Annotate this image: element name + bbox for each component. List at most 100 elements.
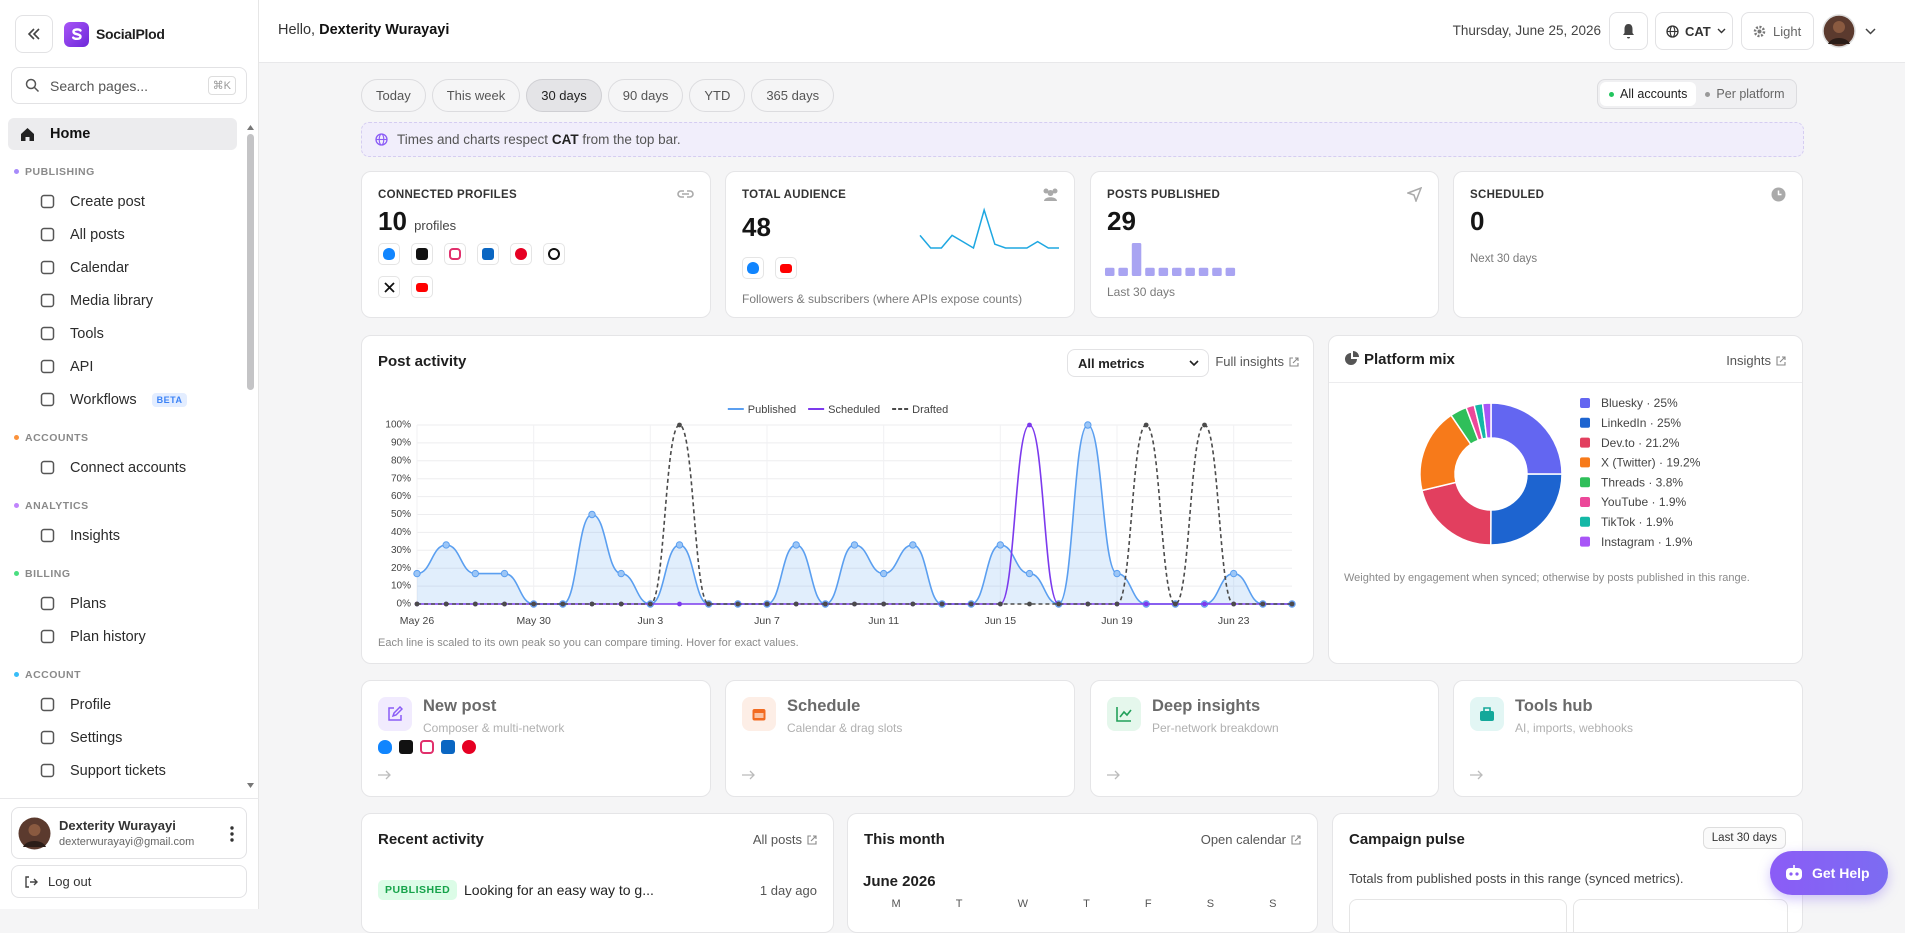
- weekday: M: [891, 898, 901, 910]
- scope-dot: [1609, 91, 1614, 97]
- divider: [1329, 382, 1802, 383]
- current-date: Thursday, June 25, 2026: [1452, 23, 1601, 38]
- logout-label: Log out: [48, 874, 92, 889]
- activity-time: 1 day ago: [759, 883, 817, 898]
- stat-note: Followers & subscribers (where APIs expo…: [742, 292, 1023, 306]
- nav-item[interactable]: Tools: [8, 317, 237, 350]
- nav-item[interactable]: Plan history: [8, 620, 237, 653]
- arrow-icon: [1107, 770, 1120, 780]
- full-insights-link[interactable]: Full insights: [1215, 354, 1299, 369]
- clock-icon: [1771, 187, 1786, 202]
- stat-card: POSTS PUBLISHED 29 Last 30 days: [1090, 171, 1439, 318]
- get-help-label: Get Help: [1812, 865, 1870, 881]
- user-menu[interactable]: [230, 826, 234, 842]
- scope-option[interactable]: Per platform: [1696, 82, 1793, 106]
- search-box[interactable]: Search pages... ⌘K: [11, 67, 247, 104]
- action-icon: [378, 697, 412, 731]
- weekday: S: [1206, 898, 1215, 910]
- activity-text[interactable]: Looking for an easy way to g...: [464, 882, 654, 898]
- link-label: Open calendar: [1200, 832, 1286, 847]
- platform-icon: [543, 243, 565, 265]
- action-card[interactable]: New post Composer & multi-network: [361, 680, 711, 797]
- chevron: [1717, 28, 1726, 34]
- search-placeholder: Search pages...: [50, 77, 149, 94]
- action-card[interactable]: Schedule Calendar & drag slots: [725, 680, 1075, 797]
- get-help-button[interactable]: Get Help: [1770, 851, 1888, 895]
- platform-icon: [399, 740, 413, 754]
- card-title: Post activity: [378, 353, 467, 370]
- action-title: Tools hub: [1515, 697, 1593, 715]
- user-email: dexterwurayayi@gmail.com: [59, 836, 195, 848]
- nav-icon: [40, 697, 55, 712]
- nav-item[interactable]: Insights: [8, 519, 237, 552]
- range-pill[interactable]: 365 days: [751, 79, 835, 112]
- chart-note: Each line is scaled to its own peak so y…: [378, 637, 799, 649]
- arrow-icon: [378, 770, 391, 780]
- action-card[interactable]: Tools hub AI, imports, webhooks: [1453, 680, 1803, 797]
- nav-item[interactable]: Create post: [8, 185, 237, 218]
- insights-link[interactable]: Insights: [1726, 353, 1786, 368]
- metric-select[interactable]: All metrics: [1067, 349, 1209, 377]
- stat-note: Next 30 days: [1470, 253, 1538, 265]
- nav-item[interactable]: Settings: [8, 721, 237, 754]
- action-subtitle: AI, imports, webhooks: [1515, 721, 1634, 735]
- nav-label: Workflows: [70, 391, 137, 408]
- platform-icon: [378, 740, 392, 754]
- nav-icon: [40, 596, 55, 611]
- link-icon: [677, 190, 694, 198]
- nav-item[interactable]: Home: [8, 118, 237, 150]
- scope-label: Per platform: [1716, 87, 1785, 101]
- edit-icon: [388, 706, 403, 721]
- arrow-icon: [1470, 770, 1483, 780]
- notice-icon: [375, 133, 388, 146]
- globe-icon: [1666, 24, 1679, 38]
- avatar-chevron[interactable]: [1865, 28, 1876, 35]
- nav-item[interactable]: Media library: [8, 284, 237, 317]
- nav-item[interactable]: Workflows BETA: [8, 383, 237, 416]
- nav-item[interactable]: Connect accounts: [8, 451, 237, 484]
- range-pill: Last 30 days: [1702, 827, 1786, 849]
- nav-section: BILLING: [8, 552, 237, 587]
- range-pill[interactable]: 30 days: [526, 79, 602, 112]
- nav-label: Settings: [70, 729, 123, 746]
- action-card[interactable]: Deep insights Per-network breakdown: [1090, 680, 1439, 797]
- post-activity-card: Post activity All metrics Full insights …: [361, 335, 1314, 664]
- range-pill[interactable]: This week: [431, 79, 521, 112]
- range-pill[interactable]: Today: [361, 79, 426, 112]
- section-title: ACCOUNTS: [25, 432, 89, 444]
- action-subtitle: Per-network breakdown: [1152, 721, 1279, 735]
- range-pill[interactable]: 90 days: [607, 79, 684, 112]
- sidebar: SocialPlod Search pages... ⌘K Home PUBLIS…: [0, 0, 259, 909]
- timezone-button[interactable]: CAT: [1655, 12, 1733, 50]
- all-posts-link[interactable]: All posts: [753, 832, 817, 847]
- nav-label: Tools: [70, 325, 104, 342]
- top-bar: Hello, Dexterity Wurayayi Thursday, June…: [259, 0, 1905, 63]
- nav-item[interactable]: Profile: [8, 688, 237, 721]
- recent-activity-card: Recent activity All posts PUBLISHED Look…: [361, 813, 834, 933]
- open-calendar-link[interactable]: Open calendar: [1201, 832, 1301, 847]
- nav-icon: [40, 293, 55, 308]
- nav-icon: [40, 460, 55, 475]
- theme-button[interactable]: Light: [1741, 12, 1814, 50]
- nav-item[interactable]: Plans: [8, 587, 237, 620]
- collapse-button[interactable]: [15, 15, 53, 53]
- nav-item[interactable]: API: [8, 350, 237, 383]
- nav-section: ANALYTICS: [8, 484, 237, 519]
- nav-item[interactable]: All posts: [8, 218, 237, 251]
- notice-text: from the top bar.: [582, 132, 681, 147]
- notifications-button[interactable]: [1609, 12, 1648, 50]
- logout-button[interactable]: Log out: [11, 865, 247, 898]
- nav: Home PUBLISHING Create post All posts Calend…: [8, 118, 237, 787]
- range-pill[interactable]: YTD: [689, 79, 746, 112]
- user-box[interactable]: Dexterity Wurayayi dexterwurayayi@gmail.…: [11, 807, 247, 859]
- action-title: New post: [423, 697, 497, 715]
- scope-option[interactable]: All accounts: [1600, 82, 1697, 106]
- card-title: Campaign pulse: [1349, 831, 1465, 848]
- nav-item[interactable]: Calendar: [8, 251, 237, 284]
- nav-item[interactable]: Support tickets: [8, 754, 237, 787]
- nav-label: Create post: [70, 193, 145, 210]
- nav-icon: [40, 629, 55, 644]
- platform-icon: [462, 740, 476, 754]
- nav-icon: [40, 326, 55, 341]
- header-avatar[interactable]: [1822, 14, 1856, 48]
